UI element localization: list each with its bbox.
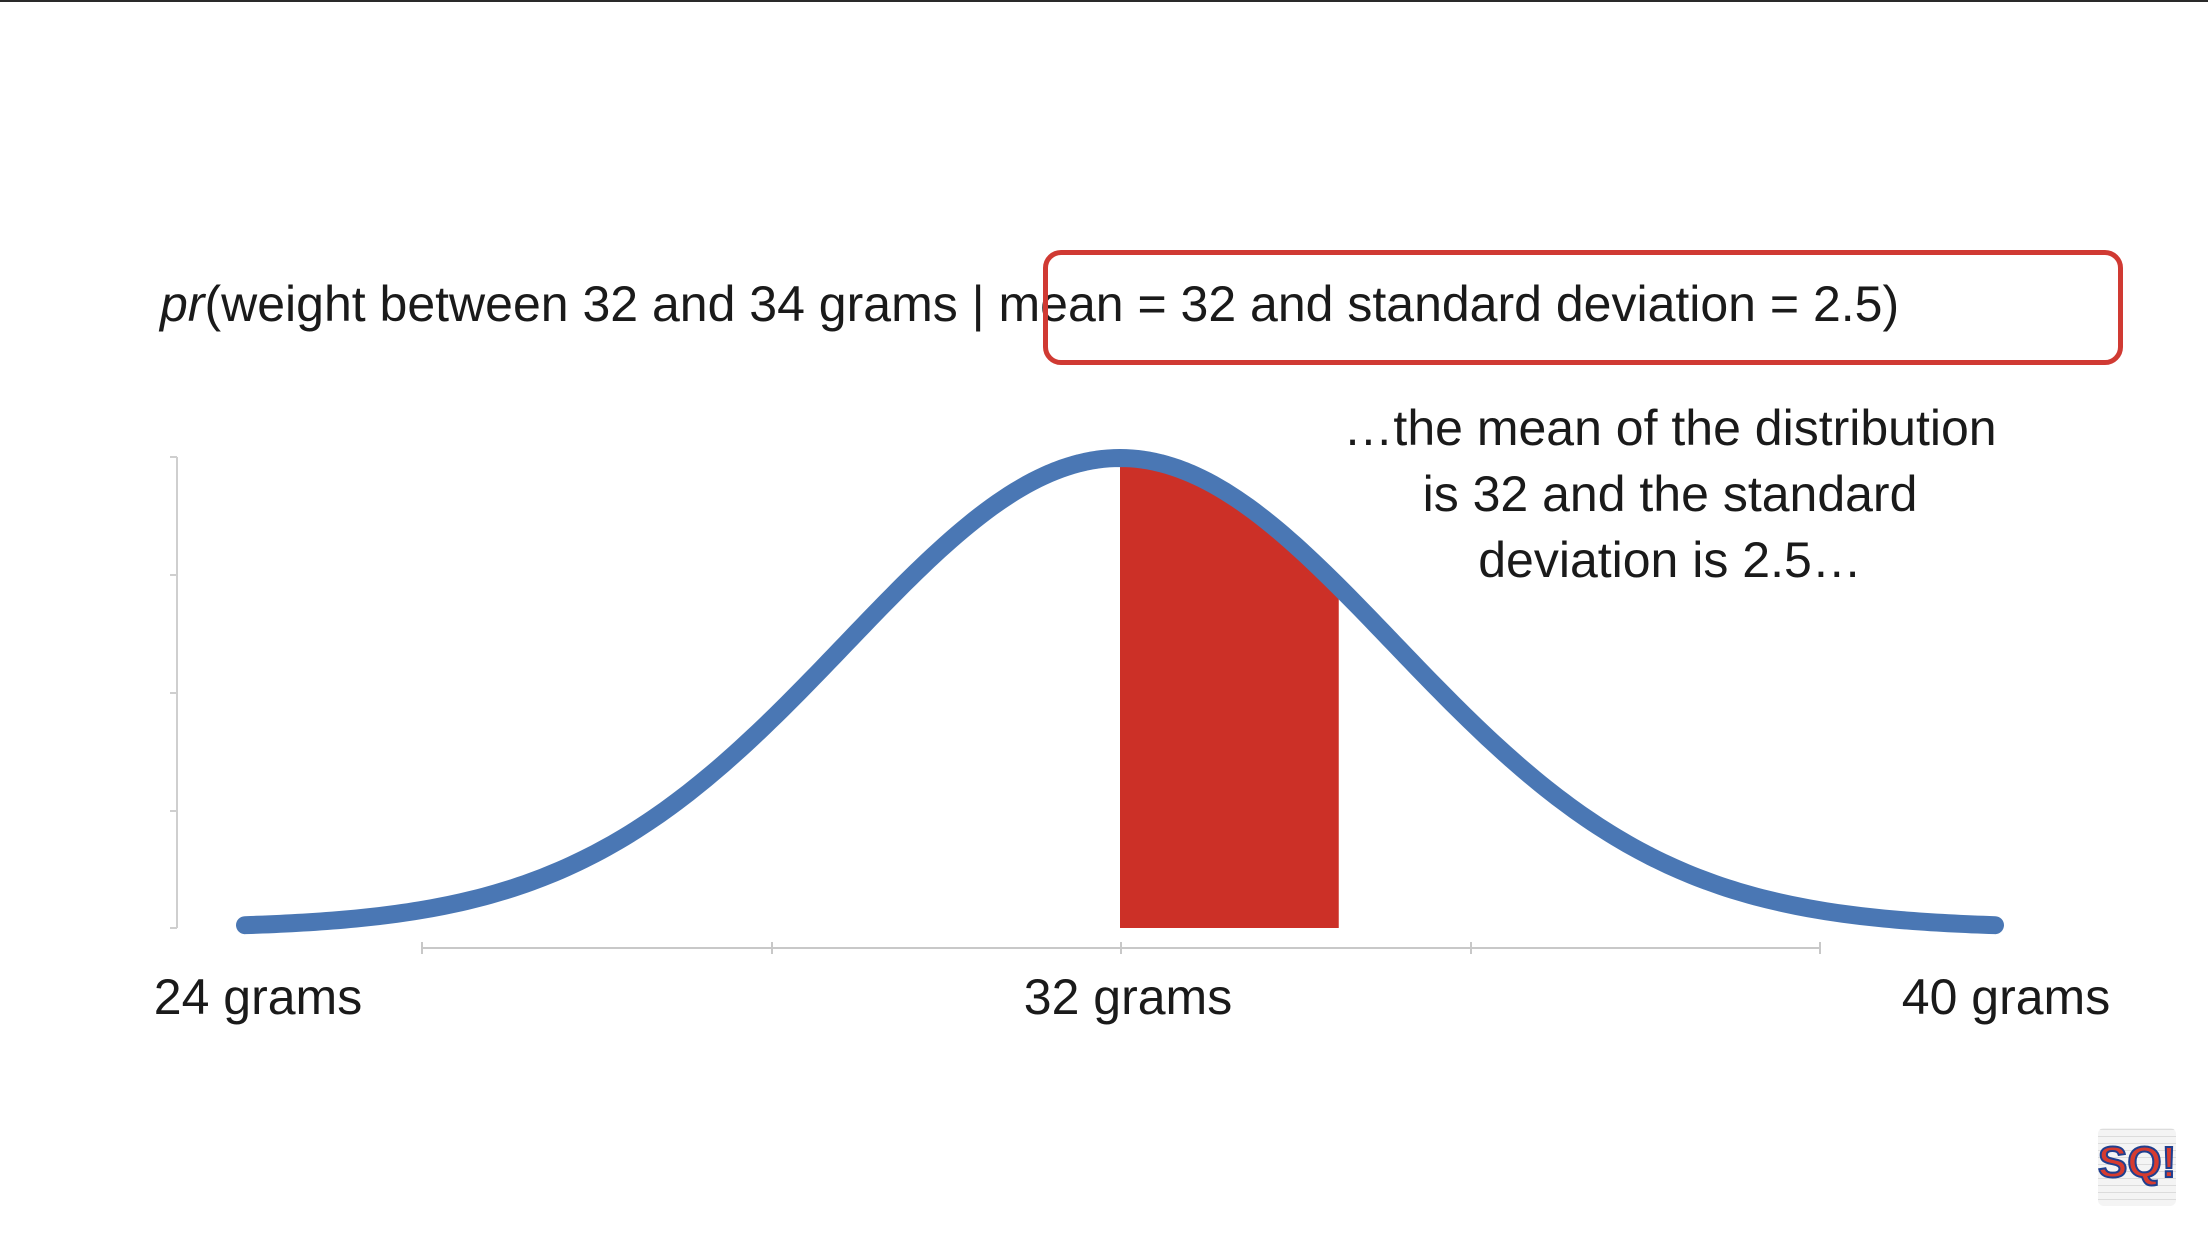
formula-pr: pr	[160, 276, 205, 332]
normal-curve-line	[236, 449, 2004, 935]
annotation-text: …the mean of the distribution is 32 and …	[1343, 400, 1997, 588]
channel-logo: SQ!	[2097, 1128, 2177, 1206]
x-tick-label: 32 grams	[1024, 969, 1232, 1025]
conditions-highlight-box	[1043, 250, 2123, 365]
x-tick-label: 24 grams	[154, 969, 362, 1025]
formula-conditions: | mean = 32 and standard deviation = 2.5…	[957, 276, 1900, 332]
shaded-probability-area	[1120, 458, 1339, 928]
probability-formula: pr(weight between 32 and 34 grams | mean…	[160, 272, 1899, 336]
top-rule	[0, 0, 2208, 2]
x-tick-label: 40 grams	[1902, 969, 2110, 1025]
logo-text: SQ!	[2097, 1137, 2177, 1188]
formula-left-text: (weight between 32 and 34 grams	[204, 276, 958, 332]
